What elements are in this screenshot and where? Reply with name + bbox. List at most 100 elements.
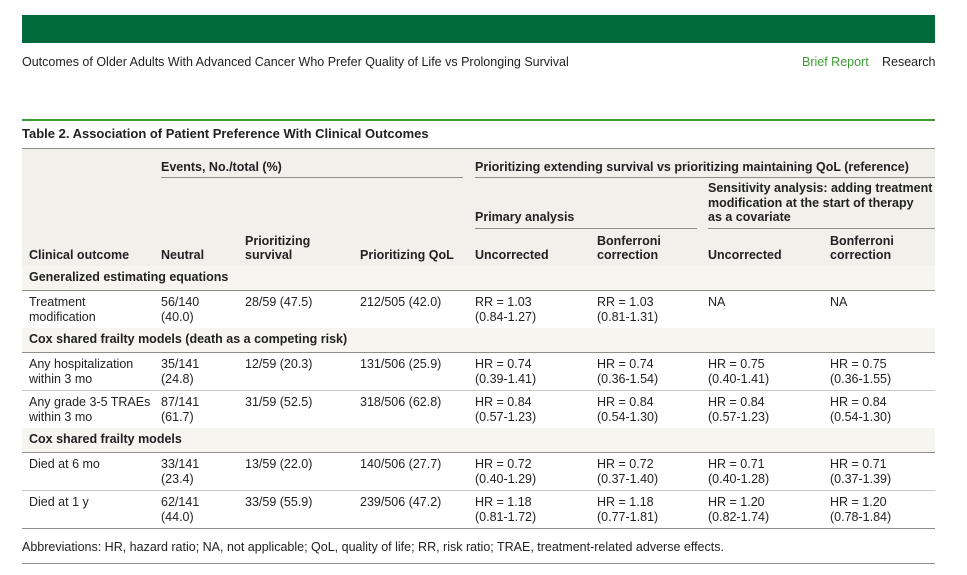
table-cell: RR = 1.03 [475,295,532,309]
table-cell: (61.7) [161,409,194,424]
table-cell: 31/59 (52.5) [245,395,313,409]
rule [22,528,935,529]
table-cell: 12/59 (20.3) [245,357,313,371]
table-cell: 140/506 (27.7) [360,457,442,471]
section-tag: Research [882,55,936,69]
table-cell: (0.84-1.27) [475,309,537,324]
subgroup-header: modification at the start of therapy [708,195,914,210]
group-header: Events, No./total (%) [161,160,282,174]
table-cell: 212/505 (42.0) [360,295,442,309]
section-label: Generalized estimating equations [29,270,229,284]
section-label: Cox shared frailty models [29,432,182,446]
column-header: Prioritizing QoL [360,248,454,262]
table-cell: HR = 0.75 [708,357,765,371]
table-cell: HR = 0.71 [708,457,765,471]
table-cell: 62/141 [161,495,200,509]
column-header: Uncorrected [475,248,549,262]
rule [475,177,935,178]
table-cell: within 3 mo [29,371,93,386]
group-header: Prioritizing extending survival vs prior… [475,160,909,174]
table-cell: within 3 mo [29,409,93,424]
rule [22,452,935,453]
rule [22,290,935,291]
table-cell: (0.36-1.55) [830,371,892,386]
table-cell: RR = 1.03 [597,295,654,309]
column-header: Clinical outcome [29,248,130,262]
table-cell: 87/141 [161,395,200,409]
rule [22,490,935,491]
column-header: correction [830,248,892,262]
table-cell: (40.0) [161,309,194,324]
column-header: Bonferroni [597,233,661,248]
table-cell: HR = 1.20 [708,495,765,509]
table-cell: NA [708,295,726,309]
running-title: Outcomes of Older Adults With Advanced C… [22,55,569,69]
table-cell: (23.4) [161,471,194,486]
table-cell: (0.40-1.41) [708,371,770,386]
table-cell: (0.37-1.39) [830,471,892,486]
table-cell: (24.8) [161,371,194,386]
table-cell: Died at 6 mo [29,457,100,471]
table-cell: (0.37-1.40) [597,471,659,486]
rule [22,352,935,353]
table-cell: 28/59 (47.5) [245,295,313,309]
rule [161,177,463,178]
top-banner [22,15,935,43]
table-cell: (0.57-1.23) [475,409,537,424]
header-background [22,148,935,266]
table-cell: Died at 1 y [29,495,89,509]
subgroup-header: as a covariate [708,210,791,224]
table-cell: 33/59 (55.9) [245,495,313,509]
table-cell: (0.36-1.54) [597,371,659,386]
table-cell: 33/141 [161,457,200,471]
table-cell: (0.57-1.23) [708,409,770,424]
subgroup-header: Sensitivity analysis: adding treatment [708,181,933,195]
table-cell: Any hospitalization [29,357,134,371]
footnote: Abbreviations: HR, hazard ratio; NA, not… [22,540,724,554]
column-header: Uncorrected [708,248,782,262]
table-cell: HR = 1.18 [597,495,654,509]
table-cell: Any grade 3-5 TRAEs [29,395,151,409]
rule [22,390,935,391]
table-cell: (0.78-1.84) [830,509,892,524]
column-header: Bonferroni [830,233,894,248]
table-cell: (0.39-1.41) [475,371,537,386]
table-cell: NA [830,295,848,309]
table-cell: (0.54-1.30) [830,409,892,424]
table-cell: 239/506 (47.2) [360,495,442,509]
table-cell: HR = 0.84 [597,395,654,409]
table-cell: HR = 0.84 [475,395,532,409]
table-cell: HR = 0.72 [597,457,654,471]
column-header: Prioritizing [245,233,311,248]
table-cell: HR = 0.75 [830,357,887,371]
title-rule [22,119,935,121]
article-type: Brief Report [802,55,869,69]
section-background [22,428,935,452]
table-cell: 131/506 (25.9) [360,357,442,371]
table-cell: (0.54-1.30) [597,409,659,424]
rule [22,563,935,564]
section-label: Cox shared frailty models (death as a co… [29,332,348,346]
table-cell: HR = 0.74 [597,357,654,371]
table-cell: (0.40-1.28) [708,471,770,486]
column-header: correction [597,248,659,262]
rule [708,228,935,229]
table-cell: (44.0) [161,509,194,524]
table-cell: HR = 0.84 [830,395,887,409]
table-cell: (0.81-1.31) [597,309,659,324]
table-cell: HR = 0.71 [830,457,887,471]
table-cell: modification [29,309,96,324]
column-header: Neutral [161,248,205,262]
table-cell: (0.77-1.81) [597,509,659,524]
table-cell: HR = 0.72 [475,457,532,471]
table-cell: 56/140 [161,295,200,309]
table-cell: HR = 0.74 [475,357,532,371]
table-cell: Treatment [29,295,86,309]
section-background [22,328,935,352]
rule [475,228,697,229]
table-cell: 318/506 (62.8) [360,395,442,409]
column-header: survival [245,248,293,262]
table-cell: HR = 1.18 [475,495,532,509]
table-title: Table 2. Association of Patient Preferen… [22,126,429,141]
